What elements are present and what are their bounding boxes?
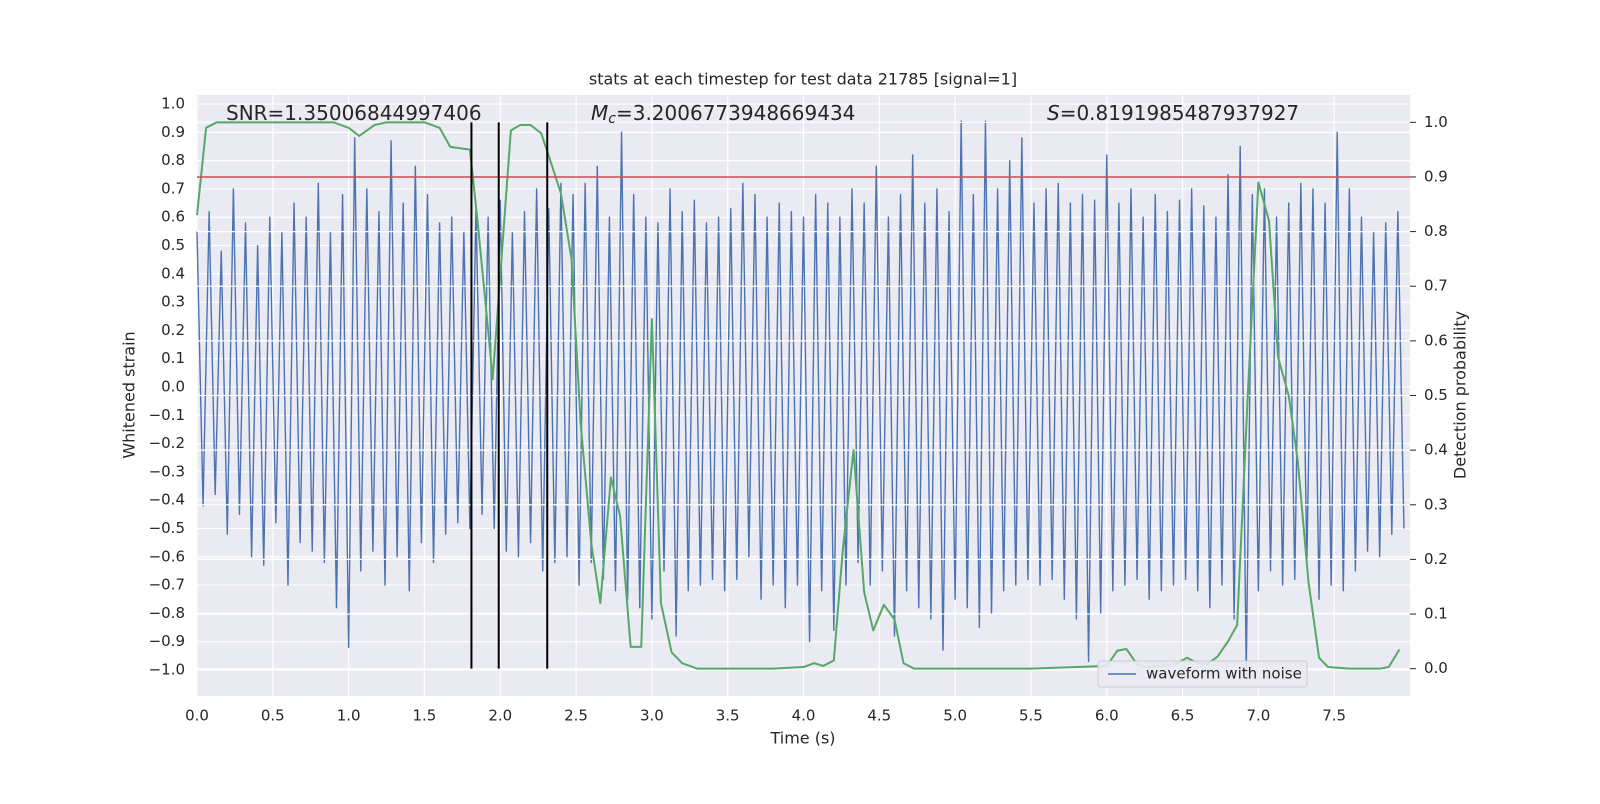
y-tick-label: 0.7	[161, 179, 185, 197]
y2-tick-label: 0.2	[1424, 550, 1448, 568]
x-tick-label: 7.5	[1322, 707, 1346, 725]
series-line	[196, 120, 1405, 671]
x-tick-label: 4.0	[792, 707, 816, 725]
y2-tick-label: 0.7	[1424, 277, 1448, 295]
annotation-symbol: M	[591, 101, 608, 125]
x-tick-label: 0.5	[261, 707, 285, 725]
y2-tick-label: 1.0	[1424, 113, 1448, 131]
series-line	[196, 121, 1401, 670]
y-tick-label: −0.7	[149, 576, 185, 594]
y2-tick-label: 0.0	[1424, 659, 1448, 677]
annotation-value: =3.2006773948669434	[616, 101, 855, 125]
x-tick-label: 5.0	[943, 707, 967, 725]
y-tick-label: 0.0	[161, 378, 185, 396]
y-tick-label: 0.2	[161, 321, 185, 339]
y-tick-label: 0.5	[161, 236, 185, 254]
y2-tick-label: 0.3	[1424, 495, 1448, 513]
y2-tick-label: 0.5	[1424, 386, 1448, 404]
y-tick-label: 0.9	[161, 123, 185, 141]
y-tick-label: −0.8	[149, 604, 185, 622]
y-axis-label: Whitened strain	[120, 331, 139, 458]
x-tick-label: 4.5	[867, 707, 891, 725]
annotation: SNR=1.35006844997406	[226, 101, 482, 125]
y2-tick-label: 0.6	[1424, 331, 1448, 349]
x-tick-label: 1.0	[337, 707, 361, 725]
y-tick-label: −0.3	[149, 462, 185, 480]
x-tick-label: 6.0	[1095, 707, 1119, 725]
y-tick-label: 0.6	[161, 208, 185, 226]
y2-tick-label: 0.9	[1424, 167, 1448, 185]
chart-title: stats at each timestep for test data 217…	[589, 70, 1017, 89]
y2-tick-label: 0.4	[1424, 441, 1448, 459]
x-axis-label: Time (s)	[769, 729, 835, 748]
annotation-value: =0.8191985487937927	[1060, 101, 1299, 125]
x-tick-label: 3.0	[640, 707, 664, 725]
x-tick-label: 3.5	[716, 707, 740, 725]
y-tick-label: 0.3	[161, 293, 185, 311]
y-tick-label: 1.0	[161, 95, 185, 113]
x-tick-label: 0.0	[185, 707, 209, 725]
legend-box	[1097, 660, 1308, 688]
y-tick-label: 0.8	[161, 151, 185, 169]
y2-axis-label: Detection probability	[1451, 311, 1470, 479]
y-tick-label: 0.4	[161, 264, 185, 282]
annotation: S=0.8191985487937927	[1047, 101, 1299, 125]
y2-tick-label: 0.8	[1424, 222, 1448, 240]
legend-label: waveform with noise	[1146, 665, 1302, 683]
y-tick-label: −0.1	[149, 406, 185, 424]
x-tick-label: 6.5	[1171, 707, 1195, 725]
y-tick-label: −0.4	[149, 491, 185, 509]
x-tick-label: 1.5	[413, 707, 437, 725]
x-tick-label: 2.0	[488, 707, 512, 725]
annotation: Mc=3.2006773948669434	[591, 101, 855, 128]
y-tick-label: 0.1	[161, 349, 185, 367]
annotation-symbol: S	[1047, 101, 1060, 125]
y-tick-label: −0.5	[149, 519, 185, 537]
y-tick-label: −0.9	[149, 632, 185, 650]
y2-tick-label: 0.1	[1424, 605, 1448, 623]
y-tick-label: −1.0	[149, 660, 185, 678]
annotation-subscript: c	[608, 111, 616, 127]
x-tick-label: 2.5	[564, 707, 588, 725]
x-tick-label: 5.5	[1019, 707, 1043, 725]
y-tick-label: −0.6	[149, 547, 185, 565]
x-tick-label: 7.0	[1246, 707, 1270, 725]
y-tick-label: −0.2	[149, 434, 185, 452]
annotation-value: SNR=1.35006844997406	[226, 101, 482, 125]
